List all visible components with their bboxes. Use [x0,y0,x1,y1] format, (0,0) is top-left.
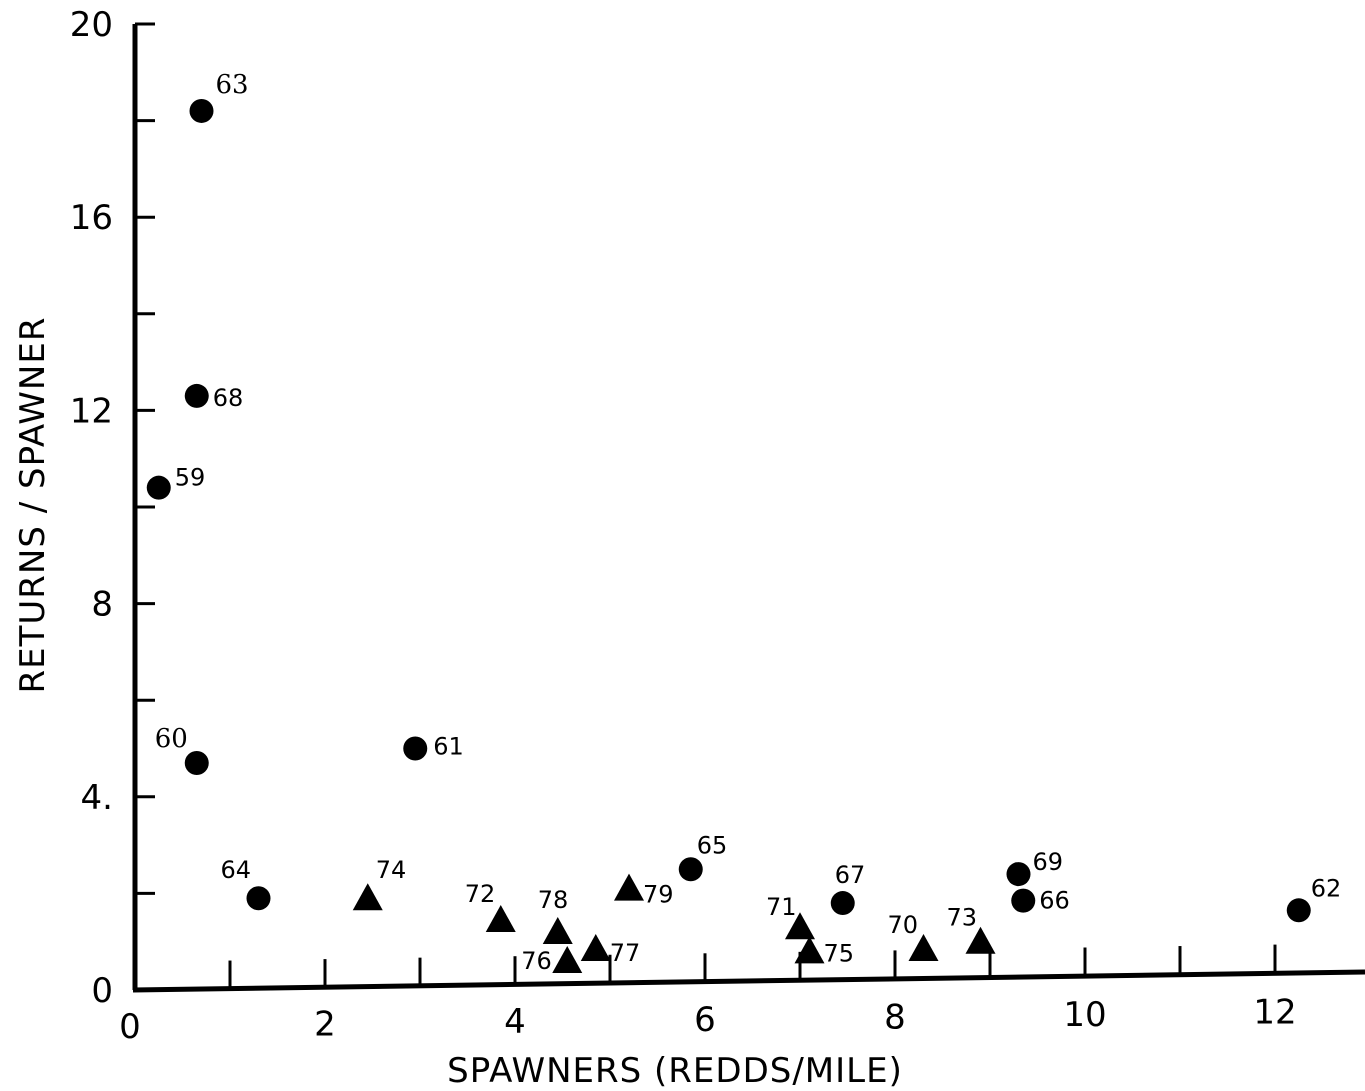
x-tick-label: 10 [1063,995,1106,1035]
triangle-point [542,917,573,945]
triangle-point [794,936,825,964]
y-axis-ticks: 0 4. 8 12 16 20 [70,5,155,1011]
x-tick-label: 4 [504,1002,526,1042]
point-label: 64 [221,856,252,884]
x-tick-label: 0 [119,1007,141,1047]
point-label: 71 [766,893,797,921]
circle-point [146,475,171,500]
triangle-point [785,912,815,940]
circle-point [1006,862,1031,887]
triangle-point [352,883,383,911]
triangle-point [614,873,644,901]
x-axis-ticks: 0 2 4 6 8 10 12 [119,944,1297,1047]
point-label: 75 [824,939,855,967]
y-axis-title: RETURNS / SPAWNER [13,317,53,694]
triangle-point [908,933,939,961]
circle-point [1286,898,1311,923]
point-label: 63 [216,70,249,100]
y-tick-label: 16 [70,198,113,238]
point-label: 74 [376,856,407,884]
circle-point [830,891,855,916]
point-label: 66 [1039,887,1070,915]
point-label: 65 [697,831,728,859]
triangle-point [580,933,611,961]
circle-point [184,750,209,775]
circle-point [678,857,703,882]
x-axis-title: SPAWNERS (REDDS/MILE) [447,1051,903,1091]
point-label: 79 [643,881,674,909]
circle-point [189,98,214,123]
y-tick-label: 20 [70,5,113,45]
point-label: 73 [947,904,978,932]
circle-point [403,736,428,761]
y-tick-label: 12 [70,391,113,431]
circle-point [246,886,271,911]
axes [132,24,1365,993]
x-tick-label: 12 [1253,993,1296,1033]
point-label: 78 [538,886,569,914]
point-label: 59 [175,464,206,492]
point-label: 76 [521,947,552,975]
data-points [146,98,1311,974]
triangle-point [485,904,516,932]
triangle-point [965,926,996,954]
x-axis-line [132,969,1365,993]
x-tick-label: 8 [884,997,906,1037]
point-label: 60 [155,724,188,754]
circle-point [1011,888,1036,913]
point-label: 72 [465,880,496,908]
point-label: 61 [433,733,464,761]
x-tick-label: 2 [314,1005,336,1045]
y-tick-label: 4. [81,778,113,818]
y-tick-label: 8 [91,585,113,625]
triangle-point [552,946,583,974]
x-tick-label: 6 [694,1000,716,1040]
y-tick-label: 0 [91,971,113,1011]
point-label: 67 [835,861,866,889]
circle-point [184,383,209,408]
point-label: 69 [1033,848,1064,876]
point-label: 62 [1311,874,1342,902]
point-label: 68 [213,384,244,412]
point-label: 70 [888,911,919,939]
point-labels: 63 68 59 60 61 64 65 67 69 66 62 74 72 78 76 77 79 71 75 70… [155,70,1342,975]
point-label: 77 [610,939,641,967]
